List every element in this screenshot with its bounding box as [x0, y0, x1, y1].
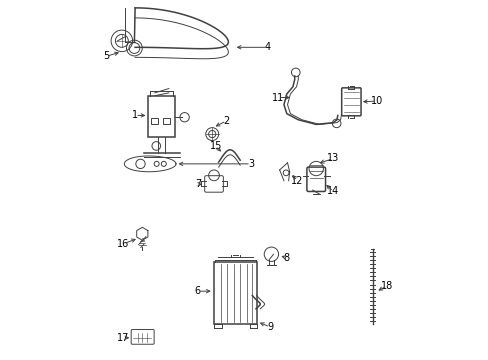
Text: 12: 12 — [291, 176, 303, 186]
Text: 16: 16 — [117, 239, 129, 249]
Text: 4: 4 — [264, 42, 270, 52]
Text: 11: 11 — [272, 93, 284, 103]
Text: 3: 3 — [247, 159, 253, 169]
Text: 10: 10 — [370, 96, 383, 106]
Text: 1: 1 — [132, 111, 138, 121]
Text: 18: 18 — [380, 281, 392, 291]
Text: 17: 17 — [117, 333, 129, 343]
Text: 13: 13 — [326, 153, 339, 163]
Text: 7: 7 — [194, 179, 201, 189]
Text: 2: 2 — [223, 116, 229, 126]
Text: 5: 5 — [103, 51, 109, 61]
Text: 14: 14 — [326, 186, 339, 197]
Text: 6: 6 — [194, 286, 201, 296]
Text: 9: 9 — [267, 322, 273, 332]
Text: 8: 8 — [283, 253, 289, 263]
Text: 15: 15 — [209, 141, 222, 151]
